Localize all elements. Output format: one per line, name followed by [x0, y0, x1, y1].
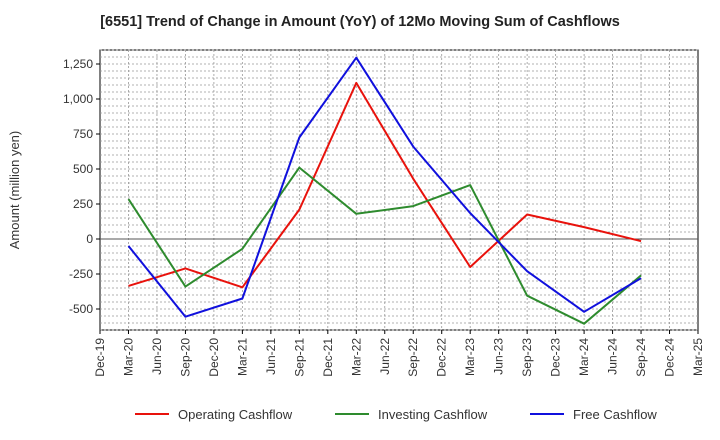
x-tick-label: Mar-21: [235, 338, 249, 376]
x-tick-label: Dec-19: [93, 338, 107, 377]
y-axis-label: Amount (million yen): [7, 131, 22, 250]
x-tick-label: Jun-21: [264, 338, 278, 375]
y-tick-label: 500: [73, 162, 93, 176]
x-tick-label: Jun-20: [150, 338, 164, 375]
x-tick-label: Sep-23: [520, 338, 534, 377]
y-tick-label: -500: [69, 302, 93, 316]
x-tick-label: Jun-24: [606, 338, 620, 375]
x-tick-label: Dec-23: [549, 338, 563, 377]
chart-title: [6551] Trend of Change in Amount (YoY) o…: [100, 14, 620, 30]
x-tick-label: Mar-24: [577, 338, 591, 376]
y-tick-label: 1,000: [63, 92, 93, 106]
legend-label: Free Cashflow: [573, 407, 657, 422]
x-tick-labels: Dec-19 Mar-20 Jun-20 Sep-20 Dec-20 Mar-21 Jun-…: [93, 330, 705, 377]
series-line-free-cashflow: [127, 56, 642, 318]
y-tick-label: 0: [86, 232, 93, 246]
y-tick-labels: -500 -250 0 250 500 750 1,000 1,250: [63, 57, 100, 316]
grid-lines: [100, 49, 698, 331]
x-tick-label: Dec-24: [663, 338, 677, 377]
y-tick-label: 1,250: [63, 57, 93, 71]
x-tick-label: Sep-21: [292, 338, 306, 377]
legend-label: Investing Cashflow: [378, 407, 488, 422]
x-tick-label: Jun-22: [378, 338, 392, 375]
legend: Operating Cashflow Investing Cashflow Free…: [135, 407, 657, 422]
x-tick-label: Sep-20: [178, 338, 192, 377]
x-tick-label: Mar-23: [463, 338, 477, 376]
series-line-investing-cashflow: [127, 166, 642, 325]
y-tick-label: 750: [73, 127, 93, 141]
series-line-operating-cashflow: [128, 81, 642, 289]
x-tick-label: Dec-21: [321, 338, 335, 377]
x-tick-label: Jun-23: [492, 338, 506, 375]
x-tick-label: Mar-22: [349, 338, 363, 376]
y-tick-label: 250: [73, 197, 93, 211]
x-tick-label: Mar-25: [691, 338, 705, 376]
x-tick-label: Dec-20: [207, 338, 221, 377]
y-tick-label: -250: [69, 267, 93, 281]
x-tick-label: Sep-22: [406, 338, 420, 377]
x-tick-label: Dec-22: [435, 338, 449, 377]
legend-label: Operating Cashflow: [178, 407, 293, 422]
x-tick-label: Mar-20: [121, 338, 135, 376]
series-group: [127, 56, 642, 325]
x-tick-label: Sep-24: [634, 338, 648, 377]
